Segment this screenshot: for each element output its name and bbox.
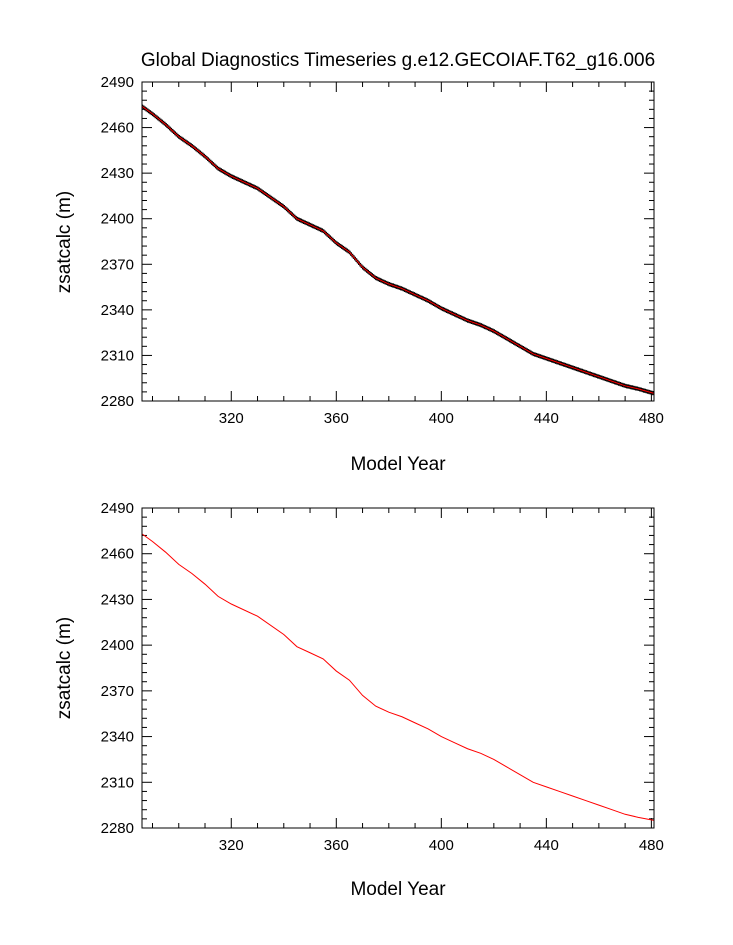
x-tick-label: 320 (219, 837, 244, 854)
top-y-axis-label: zsatcalc (m) (54, 191, 75, 293)
y-tick-label: 2460 (101, 120, 134, 137)
bottom-series (141, 533, 655, 821)
x-tick-label: 360 (324, 410, 349, 427)
y-tick-label: 2340 (101, 729, 134, 746)
bottom-panel: 320 360 400 440 480 2280 2310 2340 2370 2400 2430 2… (54, 500, 664, 900)
top-series (141, 104, 655, 396)
top-panel: Global Diagnostics Timeseries g.e12.GECO… (54, 50, 664, 475)
bottom-ticks: 320 360 400 440 480 2280 2310 2340 2370 2400 2430 2… (101, 500, 664, 854)
y-tick-label: 2490 (101, 74, 134, 91)
y-tick-label: 2340 (101, 302, 134, 319)
y-tick-label: 2490 (101, 500, 134, 517)
annual-series-line (141, 105, 655, 394)
x-tick-label: 400 (429, 837, 454, 854)
y-tick-label: 2460 (101, 546, 134, 563)
y-tick-label: 2430 (101, 165, 134, 182)
x-tick-label: 360 (324, 837, 349, 854)
monthly-series-line (141, 104, 655, 396)
y-tick-label: 2280 (101, 393, 134, 410)
x-tick-label: 480 (639, 410, 664, 427)
bottom-y-axis-label: zsatcalc (m) (54, 617, 75, 719)
x-tick-label: 480 (639, 837, 664, 854)
y-tick-label: 2430 (101, 591, 134, 608)
bottom-plot-frame (141, 507, 655, 829)
y-tick-label: 2280 (101, 820, 134, 837)
chart-title: Global Diagnostics Timeseries g.e12.GECO… (141, 50, 655, 71)
x-tick-label: 320 (219, 410, 244, 427)
y-tick-label: 2310 (101, 347, 134, 364)
y-tick-label: 2400 (101, 637, 134, 654)
y-tick-label: 2310 (101, 774, 134, 791)
x-tick-label: 440 (534, 410, 559, 427)
y-tick-label: 2370 (101, 683, 134, 700)
top-x-axis-label: Model Year (350, 454, 446, 475)
top-ticks: 320 360 400 440 480 2280 2310 2340 2370 2400 2430 2… (101, 74, 664, 427)
x-tick-label: 440 (534, 837, 559, 854)
y-tick-label: 2400 (101, 211, 134, 228)
annual-series-line (141, 533, 655, 821)
top-plot-frame (141, 81, 655, 402)
x-tick-label: 400 (429, 410, 454, 427)
bottom-x-axis-label: Model Year (350, 879, 446, 900)
y-tick-label: 2370 (101, 256, 134, 273)
